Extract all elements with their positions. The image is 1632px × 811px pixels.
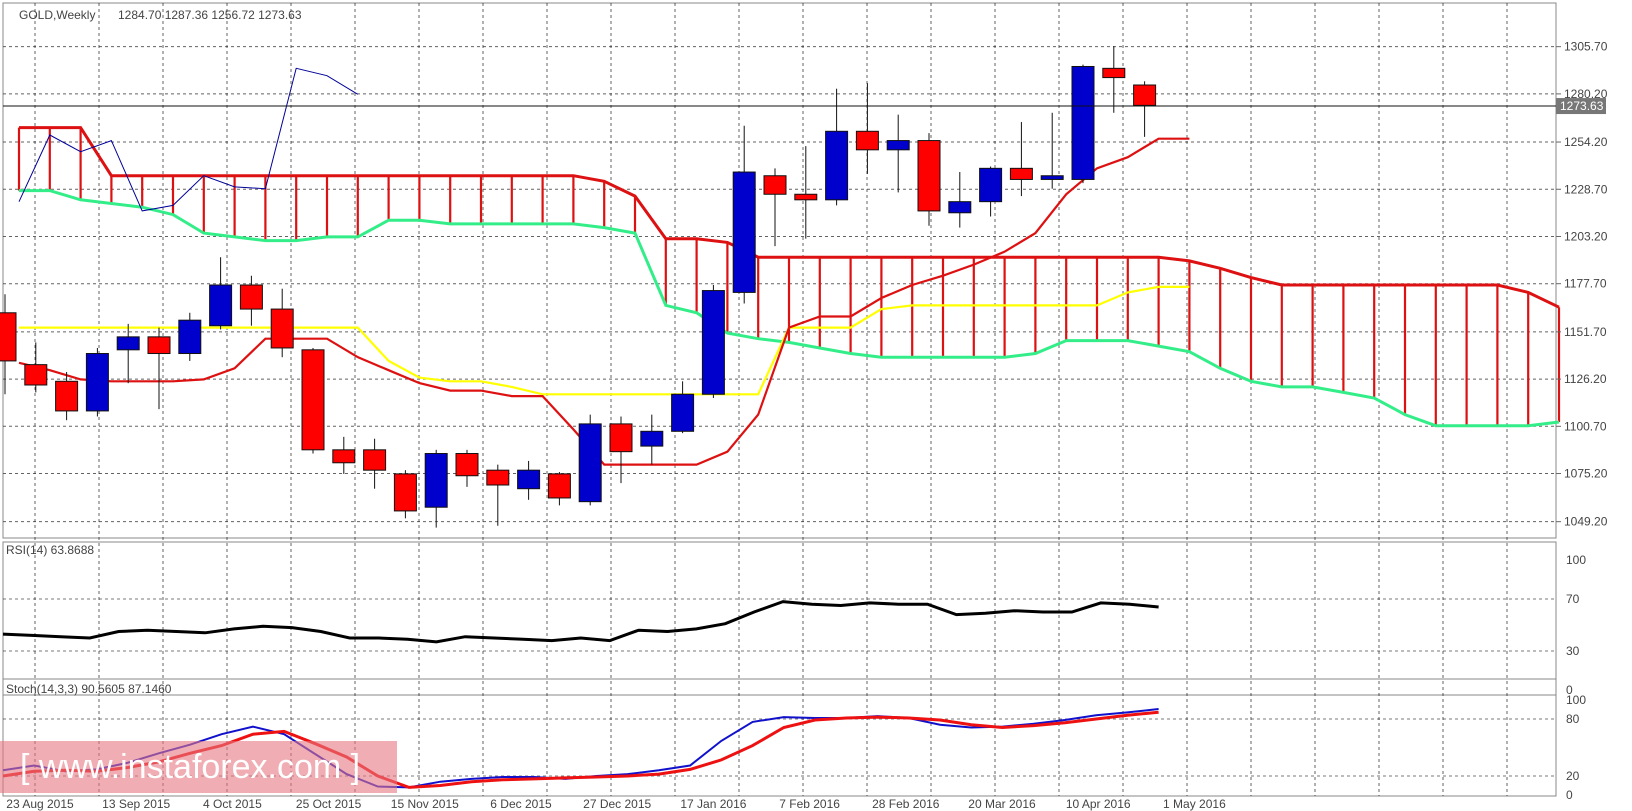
rsi-label: RSI(14) 63.8688 (6, 543, 94, 557)
senkou-span-a-line (19, 126, 1560, 309)
stoch-label: Stoch(14,3,3) 90.5605 87.1460 (6, 682, 172, 696)
candle-body (701, 290, 725, 395)
axis-layer: 1305.70 1280.20 1254.20 1228.70 1203.20 1177.… (3, 40, 1608, 811)
price-tick-label: 1254.20 (1564, 135, 1608, 149)
candles-layer (0, 46, 1157, 528)
price-tick-label: 1228.70 (1564, 182, 1608, 196)
candle-body (1133, 84, 1157, 106)
stoch-panel-frame (2, 678, 1557, 797)
rsi-panel (2, 600, 1159, 644)
candle-body (1102, 67, 1126, 79)
grid-layer (2, 2, 1557, 797)
candle-body (209, 284, 233, 327)
candle-body (917, 140, 941, 212)
candle-body (270, 308, 294, 349)
candle-body (855, 130, 879, 151)
candle-body (763, 175, 787, 195)
price-tick-label: 1177.70 (1564, 277, 1607, 291)
price-tick-label: 1203.20 (1564, 229, 1608, 243)
candle-body (547, 473, 571, 499)
date-tick-label: 10 Apr 2016 (1066, 797, 1131, 811)
price-tick-label: 1280.20 (1564, 87, 1608, 101)
chikou-span-line (18, 67, 359, 212)
rsi-panel-frame (2, 541, 1557, 696)
candle-body (1009, 167, 1033, 180)
rsi-tick-label: 100 (1566, 553, 1586, 567)
price-tick-label: 1100.70 (1564, 419, 1607, 433)
candle-body (332, 449, 356, 464)
candle-body (1040, 175, 1064, 180)
date-tick-label: 13 Sep 2015 (102, 797, 170, 811)
date-tick-label: 7 Feb 2016 (779, 797, 840, 811)
stoch-tick-label: 20 (1566, 769, 1580, 783)
candle-body (393, 473, 417, 512)
price-tick-label: 1305.70 (1564, 40, 1608, 54)
candle-body (578, 423, 602, 503)
current-price-box (1556, 98, 1606, 115)
stoch-tick-label: 100 (1566, 693, 1586, 707)
date-tick-label: 6 Dec 2015 (490, 797, 552, 811)
watermark-banner (0, 741, 397, 793)
candle-body (609, 423, 633, 453)
candle-body (116, 336, 140, 351)
candle-body (794, 193, 818, 201)
main-panel-frame (2, 2, 1557, 539)
candle-body (147, 336, 171, 355)
candle-body (455, 453, 479, 477)
candle-body (85, 353, 109, 412)
current-price-label: 1273.63 (1560, 99, 1604, 113)
rsi-tick-label: 0 (1566, 683, 1573, 697)
candle-body (517, 469, 541, 490)
rsi-tick-label: 70 (1566, 592, 1580, 606)
candle-body (424, 453, 448, 508)
stoch-tick-label: 0 (1566, 788, 1573, 802)
watermark-text: [ www.instaforex.com ] (20, 748, 361, 786)
date-tick-label: 17 Jan 2016 (680, 797, 746, 811)
price-tick-label: 1151.70 (1564, 325, 1607, 339)
candle-body (671, 393, 695, 432)
date-tick-label: 27 Dec 2015 (583, 797, 651, 811)
date-tick-label: 20 Mar 2016 (968, 797, 1036, 811)
candle-body (24, 364, 48, 386)
date-tick-label: 1 May 2016 (1163, 797, 1226, 811)
date-tick-label: 15 Nov 2015 (391, 797, 459, 811)
senkou-span-b-line (19, 189, 1560, 428)
price-tick-label: 1049.20 (1564, 515, 1608, 529)
rsi-tick-label: 30 (1566, 644, 1580, 658)
candle-body (732, 171, 756, 293)
candle-body (55, 380, 79, 412)
candle-body (363, 449, 387, 471)
symbol-label: GOLD,Weekly (19, 8, 95, 22)
candle-body (948, 201, 972, 214)
candle-body (1071, 65, 1095, 180)
candle-body (886, 140, 910, 151)
ichimoku-cloud (17, 126, 1561, 428)
tenkan-sen-line (18, 137, 1190, 466)
candle-body (301, 349, 325, 451)
candle-body (640, 430, 664, 447)
date-tick-label: 25 Oct 2015 (296, 797, 362, 811)
kijun-sen-line (19, 285, 1190, 396)
price-tick-label: 1075.20 (1564, 467, 1608, 481)
date-tick-label: 4 Oct 2015 (203, 797, 262, 811)
rsi-line (2, 600, 1159, 644)
stoch-tick-label: 80 (1566, 712, 1580, 726)
candle-body (178, 319, 202, 355)
candle-body (979, 167, 1003, 203)
date-tick-label: 28 Feb 2016 (872, 797, 940, 811)
price-tick-label: 1126.20 (1564, 372, 1607, 386)
date-tick-label: 23 Aug 2015 (6, 797, 74, 811)
candle-body (486, 469, 510, 486)
ohlc-label: 1284.70 1287.36 1256.72 1273.63 (118, 8, 302, 22)
candle-body (825, 130, 849, 201)
candle-body (0, 312, 17, 362)
ichimoku-lines (18, 67, 1190, 466)
candle-body (239, 284, 263, 310)
